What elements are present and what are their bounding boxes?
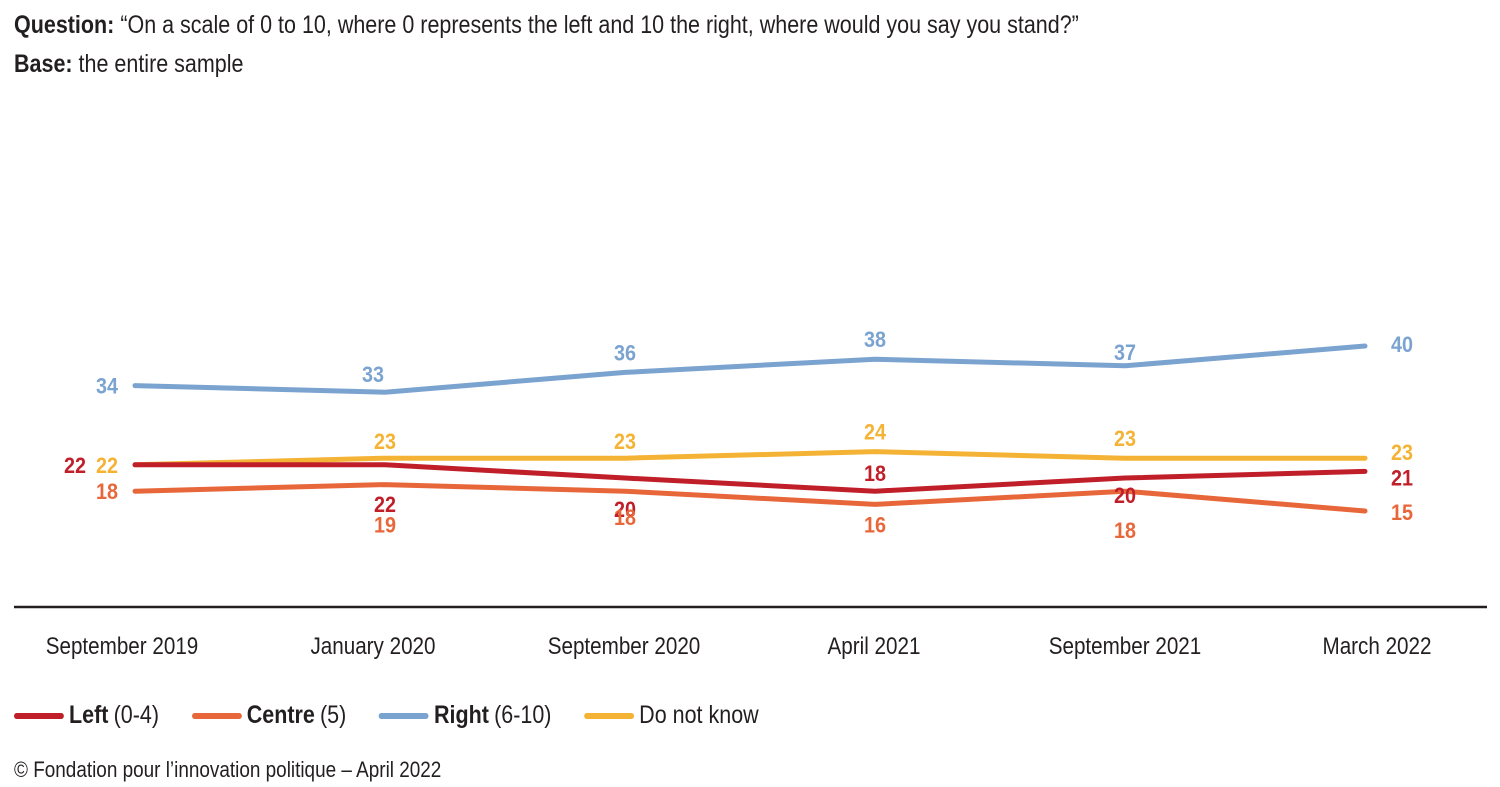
data-label-centre: 19 xyxy=(374,513,396,538)
series-line-dnk xyxy=(132,449,1368,468)
data-label-dnk: 23 xyxy=(1114,426,1136,451)
legend-label-bold: Centre xyxy=(246,701,315,729)
legend-label-rest: (6-10) xyxy=(494,701,552,729)
data-label-right: 33 xyxy=(362,362,384,387)
data-label-left: 22 xyxy=(374,492,396,517)
x-tick-label: April 2021 xyxy=(828,633,921,660)
x-tick-label: January 2020 xyxy=(310,633,435,660)
credit: © Fondation pour l’innovation politique … xyxy=(14,757,442,782)
base-text: the entire sample xyxy=(78,50,244,78)
legend-item-do-not-know: Do not know xyxy=(584,701,759,730)
question-label: Question: xyxy=(14,11,115,39)
x-tick-label: September 2019 xyxy=(46,633,199,660)
data-label-dnk: 24 xyxy=(864,420,887,445)
legend-label-rest: (5) xyxy=(319,701,347,729)
question-text: “On a scale of 0 to 10, where 0 represen… xyxy=(120,11,1079,39)
data-label-left: 18 xyxy=(864,461,886,486)
legend: Left (0-4) Centre (5) Right (6-10) Do no… xyxy=(14,701,791,730)
data-label-dnk: 23 xyxy=(374,429,396,454)
legend-swatch-do-not-know xyxy=(584,712,635,719)
series-line-left xyxy=(132,462,1368,494)
data-label-right: 38 xyxy=(864,327,886,352)
x-tick-label: September 2020 xyxy=(548,633,701,660)
legend-swatch-centre xyxy=(191,712,242,719)
legend-label-rest: Do not know xyxy=(639,701,759,729)
data-label-right: 36 xyxy=(614,340,636,365)
data-label-centre: 15 xyxy=(1391,500,1413,525)
legend-item-centre: Centre (5) xyxy=(191,701,347,730)
data-label-left: 22 xyxy=(64,453,86,478)
legend-label-bold: Right xyxy=(434,701,489,729)
base-label: Base: xyxy=(14,50,73,78)
data-label-left: 21 xyxy=(1391,465,1413,490)
legend-swatch-left xyxy=(14,712,64,719)
data-label-right: 37 xyxy=(1114,340,1136,365)
legend-swatch-right xyxy=(378,712,429,719)
data-label-right: 40 xyxy=(1391,332,1413,357)
data-label-left: 20 xyxy=(614,497,636,522)
legend-item-right: Right (6-10) xyxy=(378,701,552,730)
question-line: Question: “On a scale of 0 to 10, where … xyxy=(14,10,1079,40)
base-line: Base: the entire sample xyxy=(14,49,243,79)
data-label-centre: 18 xyxy=(1114,518,1136,543)
data-label-left: 20 xyxy=(1114,483,1136,508)
data-label-centre: 18 xyxy=(96,479,118,504)
data-label-centre: 18 xyxy=(614,505,636,530)
data-label-right: 34 xyxy=(96,374,119,399)
series-line-centre xyxy=(132,482,1368,514)
series-line-right xyxy=(132,343,1368,395)
data-label-dnk: 23 xyxy=(614,429,636,454)
legend-label-rest: (0-4) xyxy=(113,701,160,729)
x-tick-label: September 2021 xyxy=(1049,633,1202,660)
legend-item-left: Left (0-4) xyxy=(14,701,159,730)
x-tick-label: March 2022 xyxy=(1323,633,1432,660)
legend-label-bold: Left xyxy=(69,701,109,729)
data-label-dnk: 22 xyxy=(96,453,118,478)
data-label-centre: 16 xyxy=(864,512,886,537)
data-label-dnk: 23 xyxy=(1391,440,1413,465)
